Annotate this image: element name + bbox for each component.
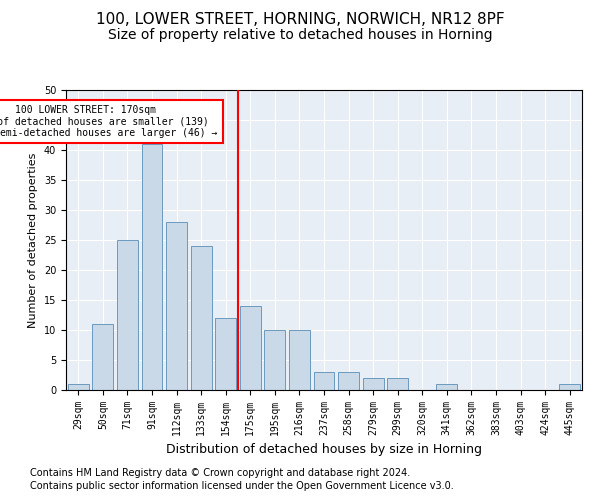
Bar	[387, 378, 408, 390]
Bar	[191, 246, 212, 390]
Bar	[92, 324, 113, 390]
Bar	[314, 372, 334, 390]
Bar	[166, 222, 187, 390]
Text: 100, LOWER STREET, HORNING, NORWICH, NR12 8PF: 100, LOWER STREET, HORNING, NORWICH, NR1…	[95, 12, 505, 28]
Bar	[117, 240, 138, 390]
Text: Contains HM Land Registry data © Crown copyright and database right 2024.: Contains HM Land Registry data © Crown c…	[30, 468, 410, 477]
Bar	[240, 306, 261, 390]
Bar	[289, 330, 310, 390]
Bar	[142, 144, 163, 390]
X-axis label: Distribution of detached houses by size in Horning: Distribution of detached houses by size …	[166, 444, 482, 456]
Bar	[436, 384, 457, 390]
Bar	[68, 384, 89, 390]
Text: 100 LOWER STREET: 170sqm
← 75% of detached houses are smaller (139)
25% of semi-: 100 LOWER STREET: 170sqm ← 75% of detach…	[0, 105, 218, 138]
Bar	[559, 384, 580, 390]
Text: Contains public sector information licensed under the Open Government Licence v3: Contains public sector information licen…	[30, 481, 454, 491]
Bar	[215, 318, 236, 390]
Bar	[338, 372, 359, 390]
Bar	[362, 378, 383, 390]
Text: Size of property relative to detached houses in Horning: Size of property relative to detached ho…	[107, 28, 493, 42]
Y-axis label: Number of detached properties: Number of detached properties	[28, 152, 38, 328]
Bar	[265, 330, 286, 390]
